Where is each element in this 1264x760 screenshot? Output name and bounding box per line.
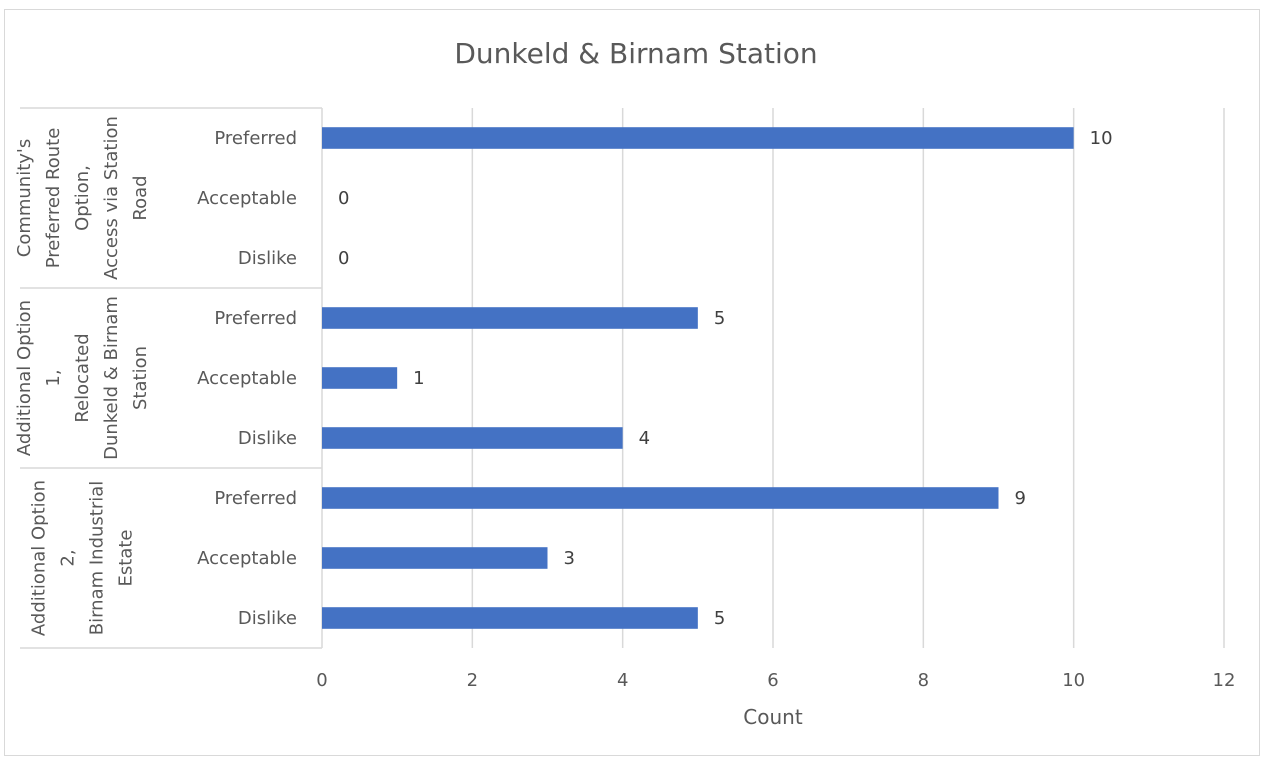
- category-label: Acceptable: [197, 368, 297, 389]
- data-label: 0: [338, 188, 349, 209]
- data-label: 5: [714, 608, 725, 629]
- group-label-line: Relocated: [72, 333, 93, 422]
- x-tick-label: 6: [767, 670, 778, 691]
- chart-title: Dunkeld & Birnam Station: [454, 37, 817, 70]
- group-label-0: Community's Preferred Route Option, Access …: [14, 116, 151, 280]
- group-label-line: Station: [130, 346, 151, 410]
- group-label-line: 1,: [43, 369, 64, 386]
- bar: [322, 307, 698, 329]
- data-label: 4: [639, 428, 650, 449]
- category-label: Acceptable: [197, 188, 297, 209]
- group-label-line: Community's: [14, 139, 35, 258]
- group-label-line: Option,: [72, 165, 93, 231]
- category-label: Preferred: [214, 128, 297, 149]
- group-label-line: Estate: [116, 530, 137, 587]
- data-label: 3: [564, 548, 575, 569]
- x-tick-label: 12: [1213, 670, 1236, 691]
- category-axis: Community's Preferred Route Option, Access …: [14, 107, 323, 649]
- group-label-line: Access via Station: [101, 116, 122, 280]
- data-label: 10: [1090, 128, 1113, 149]
- data-label: 0: [338, 248, 349, 269]
- bar: [322, 607, 698, 629]
- bar: [322, 487, 999, 509]
- x-tick-label: 8: [918, 670, 929, 691]
- x-axis-title: Count: [743, 705, 803, 729]
- bar: [322, 427, 623, 449]
- group-label-line: 2,: [58, 549, 79, 566]
- category-label: Dislike: [238, 608, 297, 629]
- x-axis-ticks: 0 2 4 6 8 10 12: [316, 670, 1235, 691]
- data-label: 5: [714, 308, 725, 329]
- x-tick-label: 10: [1062, 670, 1085, 691]
- group-label-2: Additional Option 2, Birnam Industrial Esta…: [29, 480, 137, 636]
- chart-border: [4, 9, 1260, 756]
- data-label: 9: [1015, 488, 1026, 509]
- bar: [322, 127, 1074, 149]
- group-label-line: Additional Option: [14, 300, 35, 456]
- category-label: Preferred: [214, 488, 297, 509]
- bars: [322, 127, 1074, 629]
- x-tick-label: 2: [467, 670, 478, 691]
- data-label: 1: [413, 368, 424, 389]
- group-label-line: Road: [130, 175, 151, 220]
- bar: [322, 547, 548, 569]
- data-labels: 10 0 0 5 1 4 9 3 5: [338, 128, 1113, 629]
- category-label: Dislike: [238, 428, 297, 449]
- group-label-1: Additional Option 1, Relocated Dunkeld & Bi…: [14, 296, 151, 460]
- category-label: Preferred: [214, 308, 297, 329]
- group-label-line: Dunkeld & Birnam: [101, 296, 122, 460]
- category-label: Dislike: [238, 248, 297, 269]
- category-label: Acceptable: [197, 548, 297, 569]
- group-label-line: Birnam Industrial: [87, 481, 108, 636]
- group-label-line: Additional Option: [29, 480, 50, 636]
- group-label-line: Preferred Route: [43, 128, 64, 269]
- x-tick-label: 0: [316, 670, 327, 691]
- x-tick-label: 4: [617, 670, 628, 691]
- bar: [322, 367, 398, 389]
